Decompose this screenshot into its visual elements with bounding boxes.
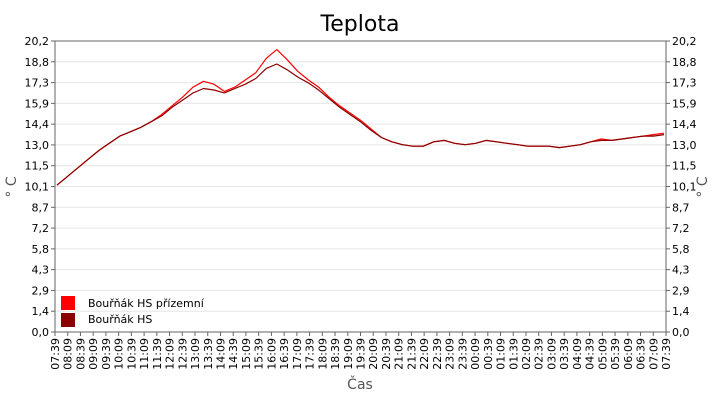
x-tick-label: 15:09 xyxy=(240,338,253,370)
series-line-1 xyxy=(56,63,665,186)
x-tick-label: 17:09 xyxy=(291,338,304,370)
x-tick-label: 18:09 xyxy=(316,338,329,370)
x-tick-label: 13:09 xyxy=(189,338,202,370)
x-tick-label: 14:39 xyxy=(227,338,240,370)
legend: Bouřňák HS přízemní Bouřňák HS xyxy=(61,296,205,327)
x-tick-label: 04:09 xyxy=(571,338,584,370)
y-axis-left: 0,0 1,4 2,9 4,3 5,8 7,2 8,7 10,1 11,5 13,0 14,4 15,… xyxy=(25,35,55,339)
y-tick-label-left: 7,2 xyxy=(32,222,50,235)
y-tick-label-right: 5,8 xyxy=(672,243,690,256)
y-tick-label-right: 13,0 xyxy=(672,139,697,152)
y-tick-label-left: 13,0 xyxy=(25,139,50,152)
y-tick-label-left: 14,4 xyxy=(25,118,50,131)
grid-lines xyxy=(55,61,666,312)
y-tick-label-left: 1,4 xyxy=(32,305,50,318)
y-tick-label-left: 18,8 xyxy=(25,56,50,69)
x-tick-label: 23:39 xyxy=(456,338,469,370)
y-tick-label-left: 10,1 xyxy=(25,181,50,194)
y-tick-label-left: 17,3 xyxy=(25,77,50,90)
y-tick-label-right: 2,9 xyxy=(672,284,690,297)
x-tick-label: 20:09 xyxy=(367,338,380,370)
x-tick-label: 09:39 xyxy=(100,338,113,370)
y-tick-label-right: 4,3 xyxy=(672,264,690,277)
y-tick-label-left: 2,9 xyxy=(32,284,50,297)
x-tick-label: 21:09 xyxy=(393,338,406,370)
y-tick-label-right: 18,8 xyxy=(672,56,697,69)
x-tick-label: 00:09 xyxy=(469,338,482,370)
legend-label-1: Bouřňák HS xyxy=(88,313,152,326)
x-tick-label: 16:39 xyxy=(278,338,291,370)
x-tick-label: 20:39 xyxy=(380,338,393,370)
x-tick-label: 14:09 xyxy=(214,338,227,370)
y-tick-label-right: 17,3 xyxy=(672,77,697,90)
chart-title: Teplota xyxy=(320,12,400,37)
y-tick-label-right: 11,5 xyxy=(672,160,697,173)
y-tick-label-left: 20,2 xyxy=(25,35,50,48)
y-tick-label-left: 15,9 xyxy=(25,97,50,110)
y-axis-title-left: ° C xyxy=(4,176,20,197)
x-tick-label: 07:39 xyxy=(660,338,673,370)
x-tick-label: 16:09 xyxy=(265,338,278,370)
x-tick-label: 10:39 xyxy=(125,338,138,370)
x-tick-label: 01:09 xyxy=(495,338,508,370)
x-tick-label: 05:39 xyxy=(609,338,622,370)
x-tick-label: 04:39 xyxy=(584,338,597,370)
x-tick-label: 19:09 xyxy=(342,338,355,370)
x-tick-label: 06:09 xyxy=(622,338,635,370)
x-tick-label: 22:39 xyxy=(431,338,444,370)
legend-label-0: Bouřňák HS přízemní xyxy=(88,297,205,310)
x-axis: 07:39 08:09 08:39 09:09 09:39 10:09 10:39 11:09… xyxy=(49,332,673,370)
y-tick-label-left: 11,5 xyxy=(25,160,50,173)
x-tick-label: 19:39 xyxy=(355,338,368,370)
x-tick-label: 23:09 xyxy=(444,338,457,370)
x-tick-label: 18:39 xyxy=(329,338,342,370)
x-tick-label: 11:39 xyxy=(151,338,164,370)
x-tick-label: 08:09 xyxy=(62,338,75,370)
x-tick-label: 07:09 xyxy=(647,338,660,370)
x-tick-label: 11:09 xyxy=(138,338,151,370)
y-tick-label-right: 14,4 xyxy=(672,118,697,131)
y-tick-label-right: 0,0 xyxy=(672,326,690,339)
x-tick-label: 02:39 xyxy=(533,338,546,370)
x-tick-label: 12:09 xyxy=(164,338,177,370)
y-tick-label-left: 0,0 xyxy=(32,326,50,339)
y-tick-label-right: 20,2 xyxy=(672,35,697,48)
x-tick-label: 03:39 xyxy=(558,338,571,370)
y-axis-title-right: ° C xyxy=(695,176,711,197)
x-tick-label: 00:39 xyxy=(482,338,495,370)
x-tick-label: 01:39 xyxy=(507,338,520,370)
x-tick-label: 06:39 xyxy=(635,338,648,370)
x-tick-label: 17:39 xyxy=(304,338,317,370)
y-tick-label-right: 1,4 xyxy=(672,305,690,318)
x-tick-label: 21:39 xyxy=(405,338,418,370)
x-tick-label: 08:39 xyxy=(74,338,87,370)
x-tick-label: 05:09 xyxy=(596,338,609,370)
x-tick-label: 03:09 xyxy=(545,338,558,370)
y-axis-right: 0,0 1,4 2,9 4,3 5,8 7,2 8,7 10,1 11,5 13,0 14,4 15,… xyxy=(666,35,697,339)
x-tick-label: 15:39 xyxy=(253,338,266,370)
y-tick-label-right: 10,1 xyxy=(672,181,697,194)
x-tick-label: 12:39 xyxy=(176,338,189,370)
x-tick-label: 07:39 xyxy=(49,338,62,370)
x-tick-label: 13:39 xyxy=(202,338,215,370)
x-tick-label: 09:09 xyxy=(87,338,100,370)
series-layer xyxy=(56,48,665,186)
y-tick-label-right: 7,2 xyxy=(672,222,690,235)
y-tick-label-left: 5,8 xyxy=(32,243,50,256)
x-tick-label: 22:09 xyxy=(418,338,431,370)
x-tick-label: 02:09 xyxy=(520,338,533,370)
y-tick-label-right: 15,9 xyxy=(672,97,697,110)
legend-swatch-0 xyxy=(61,296,75,310)
y-tick-label-right: 8,7 xyxy=(672,201,690,214)
y-tick-label-left: 4,3 xyxy=(32,264,50,277)
x-axis-title: Čas xyxy=(347,375,373,393)
x-tick-label: 10:09 xyxy=(113,338,126,370)
legend-swatch-1 xyxy=(61,313,75,327)
y-tick-label-left: 8,7 xyxy=(32,201,50,214)
